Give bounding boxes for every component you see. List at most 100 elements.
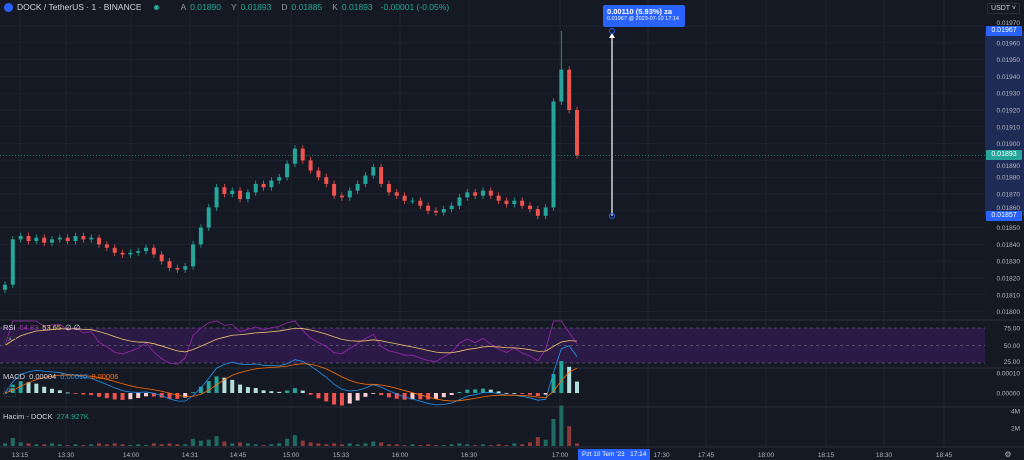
candle-body — [57, 237, 62, 240]
volume-bar — [42, 444, 47, 446]
low-key: D — [281, 2, 288, 12]
candle-body — [488, 190, 493, 196]
macd-histogram-bar — [206, 381, 211, 393]
symbol-title[interactable]: DOCK / TetherUS · 1 · BINANCE — [17, 2, 142, 12]
dock-logo-icon — [4, 2, 13, 12]
volume-bar — [253, 444, 258, 446]
macd-histogram-bar — [73, 393, 78, 394]
currency-dropdown[interactable]: USDT ˅ — [987, 3, 1020, 14]
price-tick: 0.01800 — [997, 309, 1021, 316]
price-tick: 0.01830 — [997, 259, 1021, 266]
rsi-tick: 25.00 — [1004, 359, 1021, 366]
collapse-macd-button[interactable]: ˄ — [4, 387, 16, 397]
volume-bar — [285, 438, 290, 446]
candle-body — [18, 236, 23, 240]
volume-bar — [65, 445, 70, 446]
candle-body — [300, 148, 305, 161]
volume-bar — [269, 444, 274, 446]
macd-histogram-bar — [57, 390, 62, 393]
macd-signal-line — [4, 363, 578, 402]
candle-body — [543, 207, 548, 216]
price-tick: 0.01910 — [997, 124, 1021, 131]
candle-body — [433, 210, 438, 213]
macd-histogram-bar — [159, 393, 164, 398]
volume-tick: 4M — [1011, 409, 1020, 416]
macd-histogram-bar — [543, 393, 548, 395]
candle-body — [277, 177, 282, 181]
volume-bar — [89, 444, 94, 446]
rsi-line — [4, 320, 578, 365]
macd-histogram-bar — [371, 393, 376, 394]
currency-label: USDT — [991, 5, 1010, 12]
candle-body — [386, 183, 391, 193]
candle-body — [559, 69, 564, 102]
volume-bar — [128, 445, 133, 446]
macd-histogram-bar — [183, 393, 188, 398]
volume-bar — [112, 443, 117, 446]
volume-bar — [222, 441, 227, 446]
macd-histogram-bar — [151, 393, 156, 397]
open-value: 0.01890 — [190, 2, 221, 12]
candle-body — [3, 284, 7, 290]
volume-bar — [473, 445, 478, 446]
measure-change: 0.00110 (5.93%) za — [607, 7, 673, 16]
price-tick: 0.01840 — [997, 242, 1021, 249]
candle-body — [159, 254, 164, 262]
price-tick: 0.01950 — [997, 57, 1021, 64]
macd-histogram-bar — [144, 393, 149, 397]
macd-histogram-bar — [535, 393, 540, 397]
candle-body — [81, 236, 86, 240]
price-label-high: 0.01967 — [986, 26, 1022, 37]
volume-bar — [245, 443, 250, 446]
time-tick: 13:15 — [12, 452, 29, 459]
macd-histogram-bar — [433, 393, 438, 399]
macd-histogram-bar — [520, 393, 525, 394]
candle-body — [253, 183, 258, 193]
volume-value: 274.927K — [56, 412, 89, 421]
macd-histogram-bar — [332, 393, 337, 405]
candle-body — [520, 200, 525, 206]
price-tick: 0.01880 — [997, 175, 1021, 182]
volume-bar — [520, 444, 525, 446]
macd-histogram-bar — [300, 390, 305, 393]
open-key: A — [180, 2, 187, 12]
candle-body — [418, 200, 423, 206]
time-tick: 18:30 — [876, 452, 893, 459]
time-tick: 13:30 — [58, 452, 75, 459]
volume-bar — [300, 440, 305, 446]
macd-histogram-bar — [245, 387, 250, 393]
volume-bar — [261, 445, 266, 446]
candle-body — [480, 190, 485, 196]
volume-bar — [206, 439, 211, 446]
volume-bar — [371, 441, 376, 446]
candle-body — [473, 192, 478, 196]
macd-histogram-bar — [402, 393, 407, 400]
volume-bar — [332, 443, 337, 446]
candle-body — [575, 110, 579, 156]
macd-histogram-bar — [339, 393, 344, 406]
candle-body — [104, 244, 109, 248]
measure-tooltip: 0.00110 (5.93%) za 0.01967 @ 2023-07-10 … — [603, 5, 685, 27]
candle-body — [426, 205, 431, 211]
candle-body — [26, 236, 31, 242]
collapse-rsi-button[interactable]: ˄ — [4, 336, 16, 346]
candle-body — [128, 252, 133, 255]
time-tick: 14:31 — [182, 452, 199, 459]
candle-body — [151, 247, 156, 255]
volume-bar — [496, 444, 501, 446]
candle-body — [112, 247, 117, 253]
price-tick: 0.01850 — [997, 225, 1021, 232]
candle-body — [292, 148, 297, 164]
volume-bar — [57, 444, 62, 446]
macd-histogram-bar — [50, 388, 55, 393]
price-tick: 0.01860 — [997, 205, 1021, 212]
volume-bar — [324, 444, 329, 446]
volume-bar — [567, 426, 572, 446]
candle-body — [441, 209, 446, 213]
volume-bar — [50, 443, 55, 446]
volume-legend: Hacim - DOCK 274.927K — [3, 412, 89, 421]
macd-histogram-bar — [308, 393, 313, 395]
measure-arrow-icon — [609, 33, 615, 39]
time-tick: 14:00 — [123, 452, 140, 459]
